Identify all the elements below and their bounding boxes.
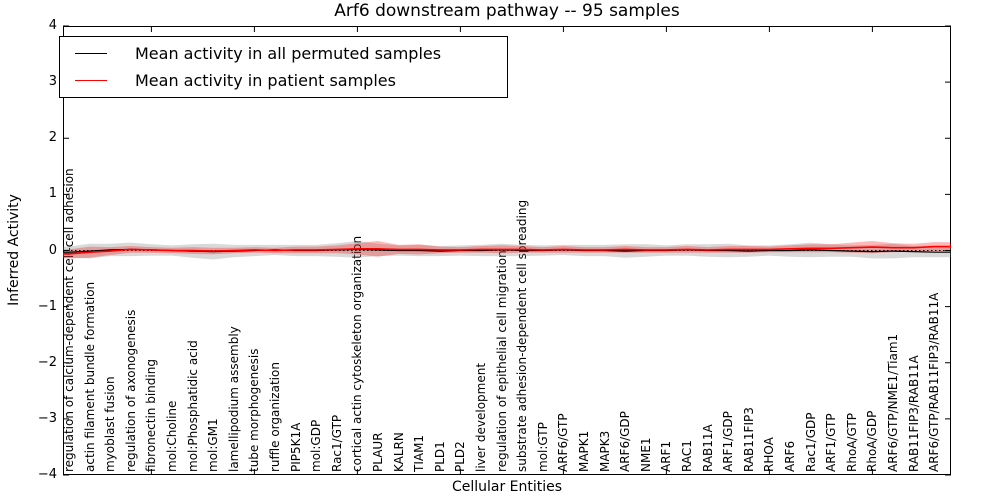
patient-line-sample [75,79,107,81]
permuted-line-sample [75,53,107,55]
y-tick-label: −1 [37,298,57,314]
y-tick-label: 4 [48,18,57,33]
y-tick-label: 3 [48,74,57,90]
y-tick-label: 2 [48,130,57,146]
y-tick-label: 0 [48,242,57,258]
y-tick-label: 1 [48,186,57,202]
y-tick-label: −3 [37,410,57,426]
patient-mean-line [63,245,951,255]
x-axis-label: Cellular Entities [451,479,563,495]
legend-item-permuted: Mean activity in all permuted samples [60,44,507,63]
chart-title: Arf6 downstream pathway -- 95 samples [334,1,680,21]
y-tick-label: −2 [37,354,57,370]
legend: Mean activity in all permuted samples Me… [59,36,508,98]
legend-label-patient: Mean activity in patient samples [135,70,396,90]
legend-label-permuted: Mean activity in all permuted samples [135,44,442,64]
legend-item-patient: Mean activity in patient samples [60,71,507,90]
y-tick-label: −4 [37,467,57,482]
